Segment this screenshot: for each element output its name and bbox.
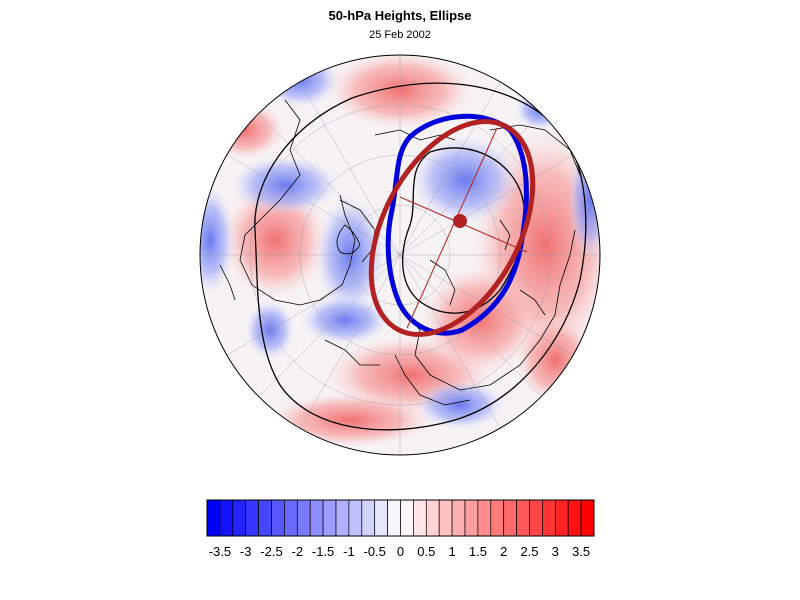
colorbar-tick-label: 1 — [448, 544, 455, 559]
colorbar-cell — [554, 499, 569, 537]
colorbar-cell — [348, 499, 363, 537]
colorbar-cell — [271, 499, 285, 537]
colorbar-cell — [477, 499, 492, 537]
colorbar-cell — [451, 499, 466, 537]
colorbar-cell — [258, 499, 272, 537]
colorbar-cell — [438, 499, 453, 537]
colorbar-cell — [400, 499, 414, 537]
colorbar-tick-label: -1 — [343, 544, 355, 559]
colorbar-cell — [206, 499, 221, 537]
colorbar-tick-label: -2 — [292, 544, 304, 559]
colorbar-frame — [206, 499, 595, 537]
colorbar-cell — [516, 499, 530, 537]
colorbar-cell — [284, 499, 298, 537]
colorbar-cell — [335, 499, 350, 537]
colorbar-tick-label: 3 — [552, 544, 559, 559]
colorbar-tick-label: -3.5 — [209, 544, 231, 559]
colorbar-tick-label: 0.5 — [417, 544, 435, 559]
colorbar-cell — [361, 499, 376, 537]
colorbar-cell — [413, 499, 427, 537]
map-date: 25 Feb 2002 — [369, 29, 431, 41]
colorbar-tick-label: -3 — [240, 544, 252, 559]
colorbar-cell — [245, 499, 259, 537]
colorbar-tick-label: 2 — [500, 544, 507, 559]
colorbar-cell — [309, 499, 324, 537]
colorbar-tick-label: 2.5 — [520, 544, 538, 559]
colorbar-cell — [580, 499, 595, 537]
ellipse-center-marker — [453, 214, 467, 228]
colorbar-cell — [232, 499, 247, 537]
colorbar-cell — [503, 499, 517, 537]
colorbar-cell — [542, 499, 556, 537]
colorbar-cell — [374, 499, 388, 537]
colorbar-tick-label: 3.5 — [572, 544, 590, 559]
colorbar-cell — [219, 499, 234, 537]
colorbar-tick-label: -2.5 — [260, 544, 282, 559]
colorbar-cell — [490, 499, 505, 537]
colorbar-cell — [322, 499, 337, 537]
map-title: 50-hPa Heights, Ellipse — [328, 8, 472, 23]
colorbar-tick-label: -0.5 — [363, 544, 385, 559]
colorbar-cell — [296, 499, 311, 537]
colorbar-tick-label: 1.5 — [469, 544, 487, 559]
colorbar-cell — [567, 499, 582, 537]
fitted-ellipse — [368, 119, 536, 337]
colorbar-tick-label: -1.5 — [312, 544, 334, 559]
colorbar-cell — [529, 499, 543, 537]
globe-outline — [199, 54, 601, 456]
colorbar-cell — [425, 499, 440, 537]
colorbar-cell — [464, 499, 479, 537]
colorbar-cell — [387, 499, 401, 537]
colorbar-cells — [206, 499, 595, 537]
colorbar-tick-label: 0 — [397, 544, 404, 559]
colorbar-tick-labels: -3.5 -3 -2.5 -2 -1.5 -1 -0.5 0 0.5 1 1.5… — [209, 544, 590, 559]
